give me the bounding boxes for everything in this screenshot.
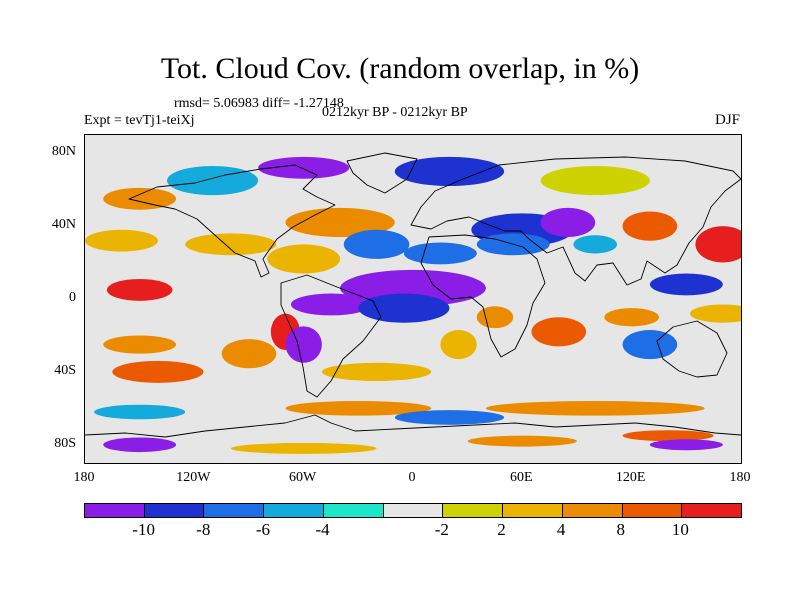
- anomaly-region: [403, 242, 477, 265]
- colorbar-segment: [144, 504, 205, 517]
- anomaly-region: [185, 233, 277, 256]
- colorbar-segment: [204, 504, 265, 517]
- colorbar-label: 10: [671, 520, 689, 539]
- colorbar-label: -8: [196, 520, 211, 539]
- colorbar-label: 8: [616, 520, 625, 539]
- anomaly-region: [467, 435, 577, 447]
- coastline-eurasia: [410, 156, 741, 286]
- anomaly-region: [85, 258, 140, 281]
- colorbar-segment: [622, 504, 683, 517]
- anomaly-region: [167, 165, 259, 196]
- anomaly-region: [573, 235, 618, 254]
- anomaly-map: [85, 135, 741, 463]
- colorbar-label: -10: [132, 520, 155, 539]
- anomaly-region: [267, 244, 341, 274]
- period-label: 0212kyr BP - 0212kyr BP: [322, 105, 468, 120]
- coastline-greenland: [346, 152, 418, 194]
- colorbar-segment: [503, 504, 563, 517]
- anomaly-region: [476, 306, 514, 329]
- anomaly-region: [285, 207, 395, 238]
- colorbar-segment: [682, 504, 742, 517]
- latitude-tick-label: 80S: [54, 435, 76, 451]
- stats-text: rmsd= 5.06983 diff= -1.27148: [174, 96, 344, 111]
- anomaly-region: [285, 401, 432, 416]
- colorbar-segment: [562, 504, 623, 517]
- anomaly-region: [440, 329, 477, 360]
- colorbar-label: 2: [497, 520, 506, 539]
- latitude-tick-label: 0: [69, 290, 76, 305]
- coastline-australia: [656, 320, 728, 378]
- anomaly-region: [649, 439, 723, 451]
- anomaly-region: [540, 207, 596, 238]
- longitude-tick-label: 180: [73, 470, 95, 485]
- anomaly-region: [258, 156, 350, 179]
- colorbar-segment: [323, 504, 384, 517]
- latitude-tick-label: 40S: [54, 362, 76, 378]
- longitude-tick-label: 180: [729, 470, 751, 485]
- anomaly-region: [85, 229, 158, 252]
- anomaly-region: [285, 326, 322, 363]
- anomaly-region: [394, 410, 505, 425]
- coastline-north-america: [128, 164, 336, 278]
- coastline-south-america: [280, 274, 382, 398]
- colorbar: [84, 503, 742, 518]
- anomaly-region: [103, 187, 177, 210]
- anomaly-region: [540, 165, 650, 196]
- anomaly-region: [604, 308, 660, 327]
- longitude-tick-label: 120E: [615, 470, 646, 485]
- anomaly-region: [221, 339, 277, 369]
- anomaly-region: [103, 437, 177, 453]
- anomaly-region: [394, 156, 505, 187]
- colorbar-label: -4: [315, 520, 330, 539]
- plot-title: Tot. Cloud Cov. (random overlap, in %): [160, 52, 640, 85]
- anomaly-region: [230, 442, 377, 454]
- season-label: DJF: [714, 112, 740, 128]
- colorbar-segment: [443, 504, 504, 517]
- longitude-tick-label: 120W: [176, 470, 211, 485]
- colorbar-label: -6: [255, 520, 270, 539]
- anomaly-fields: [85, 156, 741, 454]
- longitude-tick-label: 60E: [510, 470, 533, 485]
- longitude-tick-label: 60W: [289, 470, 317, 485]
- coastlines: [85, 152, 741, 438]
- colorbar-segment: [85, 504, 145, 517]
- anomaly-region: [106, 278, 173, 301]
- anomaly-region: [112, 360, 204, 383]
- latitude-tick-label: 80N: [51, 144, 76, 160]
- anomaly-region: [358, 293, 450, 323]
- experiment-label: Expt = tevTj1-teiXj: [84, 113, 195, 128]
- anomaly-region: [622, 430, 714, 442]
- anomaly-region: [695, 226, 741, 263]
- anomaly-region: [321, 362, 432, 381]
- colorbar-segment: [383, 504, 444, 517]
- colorbar-label: 4: [556, 520, 566, 539]
- anomaly-region: [343, 229, 410, 259]
- map-panel: [84, 134, 742, 464]
- anomaly-region: [649, 273, 723, 296]
- anomaly-region: [103, 335, 177, 354]
- anomaly-region: [689, 304, 741, 323]
- anomaly-region: [622, 329, 678, 360]
- latitude-tick-label: 40N: [51, 217, 76, 233]
- anomaly-region: [622, 211, 678, 241]
- anomaly-region: [290, 293, 372, 316]
- coastline-africa: [420, 234, 546, 358]
- colorbar-label: -2: [434, 520, 449, 539]
- anomaly-region: [485, 401, 705, 416]
- anomaly-region: [94, 404, 186, 420]
- colorbar-segment: [264, 504, 324, 517]
- longitude-tick-label: 0: [408, 470, 416, 485]
- anomaly-region: [531, 317, 587, 347]
- coastline-antarctica: [85, 414, 741, 438]
